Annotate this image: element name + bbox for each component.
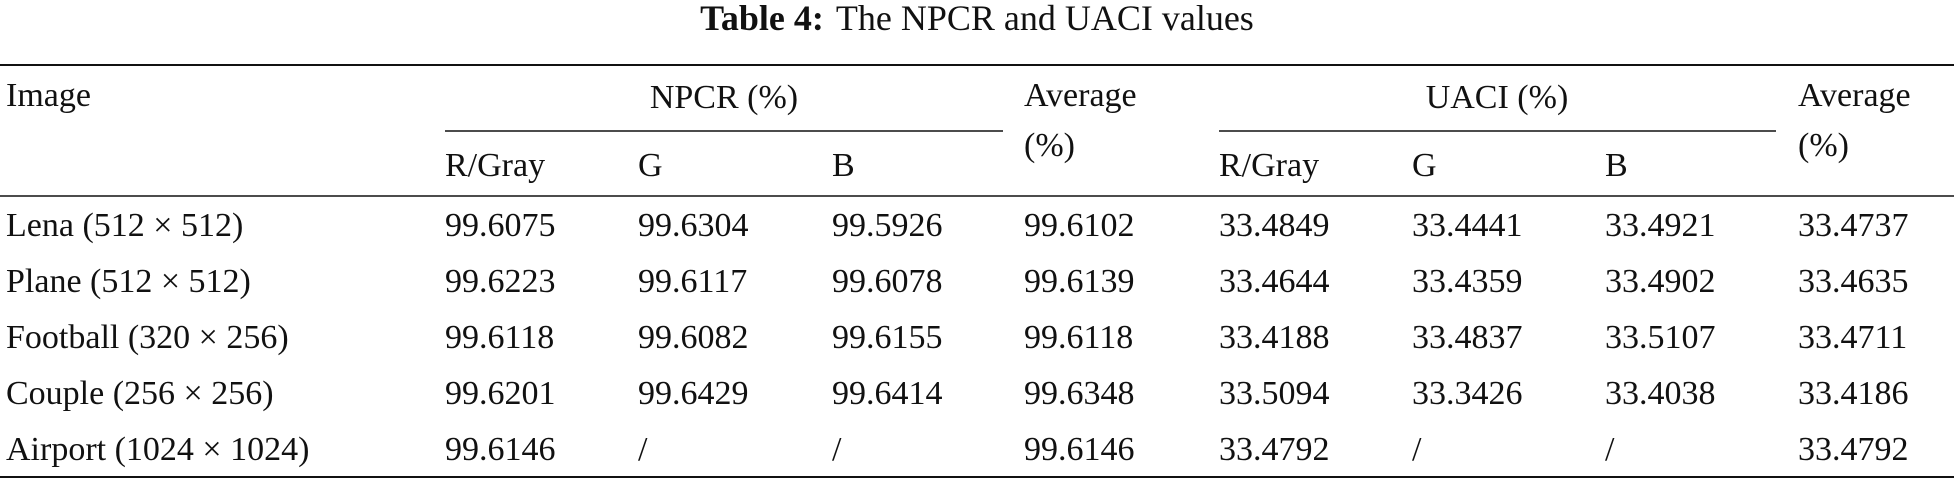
table-cell: 33.4737	[1798, 207, 1909, 244]
table-cell: 99.6118	[445, 319, 554, 356]
table-cell: 99.6201	[445, 375, 556, 412]
table-cell: 99.6348	[1024, 375, 1135, 412]
table-cell: 33.4188	[1219, 319, 1330, 356]
subheader-cell: B	[1605, 147, 1628, 184]
table-cell: /	[1412, 431, 1422, 468]
subheader-cell: G	[638, 147, 663, 184]
subheader-cell: G	[1412, 147, 1437, 184]
table-cell: 33.4644	[1219, 263, 1330, 300]
table-cell: /	[1605, 431, 1615, 468]
table-cell: 99.6102	[1024, 207, 1135, 244]
table-cell: 33.3426	[1412, 375, 1523, 412]
table-cell: Lena (512 × 512)	[6, 207, 243, 244]
table-cell: 99.6223	[445, 263, 556, 300]
table-cell: 33.4849	[1219, 207, 1330, 244]
header-cell: (%)	[1024, 127, 1075, 164]
table-cell: Football (320 × 256)	[6, 319, 289, 356]
subheader-cell: R/Gray	[1219, 147, 1319, 184]
table-cell: 33.4038	[1605, 375, 1716, 412]
table-cell: /	[638, 431, 648, 468]
table-cell: Plane (512 × 512)	[6, 263, 251, 300]
table-cell: Airport (1024 × 1024)	[6, 431, 309, 468]
caption-label: Table 4:	[700, 0, 824, 38]
table-cell: 33.4711	[1798, 319, 1907, 356]
header-cell: (%)	[1798, 127, 1849, 164]
header-cell: UACI (%)	[1426, 79, 1569, 116]
table-caption: Table 4: The NPCR and UACI values	[700, 0, 1254, 38]
table-cell: 33.4792	[1798, 431, 1909, 468]
table-cell: 33.5107	[1605, 319, 1716, 356]
table-cell: 33.5094	[1219, 375, 1330, 412]
header-cell: Image	[6, 77, 91, 114]
caption-text: The NPCR and UACI values	[836, 0, 1254, 38]
table-cell: 99.6118	[1024, 319, 1133, 356]
table-cell: /	[832, 431, 842, 468]
table-cell: 33.4921	[1605, 207, 1716, 244]
table-cell: Couple (256 × 256)	[6, 375, 274, 412]
table-cell: 99.6146	[1024, 431, 1135, 468]
table-cell: 33.4441	[1412, 207, 1523, 244]
table-cell: 33.4186	[1798, 375, 1909, 412]
table-cell: 99.6155	[832, 319, 943, 356]
table-cell: 99.6082	[638, 319, 749, 356]
table-cell: 99.6146	[445, 431, 556, 468]
header-cell: Average	[1024, 77, 1137, 114]
subheader-cell: R/Gray	[445, 147, 545, 184]
table-cell: 99.6139	[1024, 263, 1135, 300]
table-cell: 99.5926	[832, 207, 943, 244]
table-cell: 33.4837	[1412, 319, 1523, 356]
table-cell: 99.6414	[832, 375, 943, 412]
table-cell: 99.6117	[638, 263, 747, 300]
table-cell: 99.6304	[638, 207, 749, 244]
table-cell: 33.4792	[1219, 431, 1330, 468]
subheader-cell: B	[832, 147, 855, 184]
table-cell: 99.6075	[445, 207, 556, 244]
table-cell: 99.6078	[832, 263, 943, 300]
table-cell: 99.6429	[638, 375, 749, 412]
table-cell: 33.4635	[1798, 263, 1909, 300]
table-cell: 33.4359	[1412, 263, 1523, 300]
header-cell: Average	[1798, 77, 1911, 114]
header-cell: NPCR (%)	[650, 79, 798, 116]
table-cell: 33.4902	[1605, 263, 1716, 300]
